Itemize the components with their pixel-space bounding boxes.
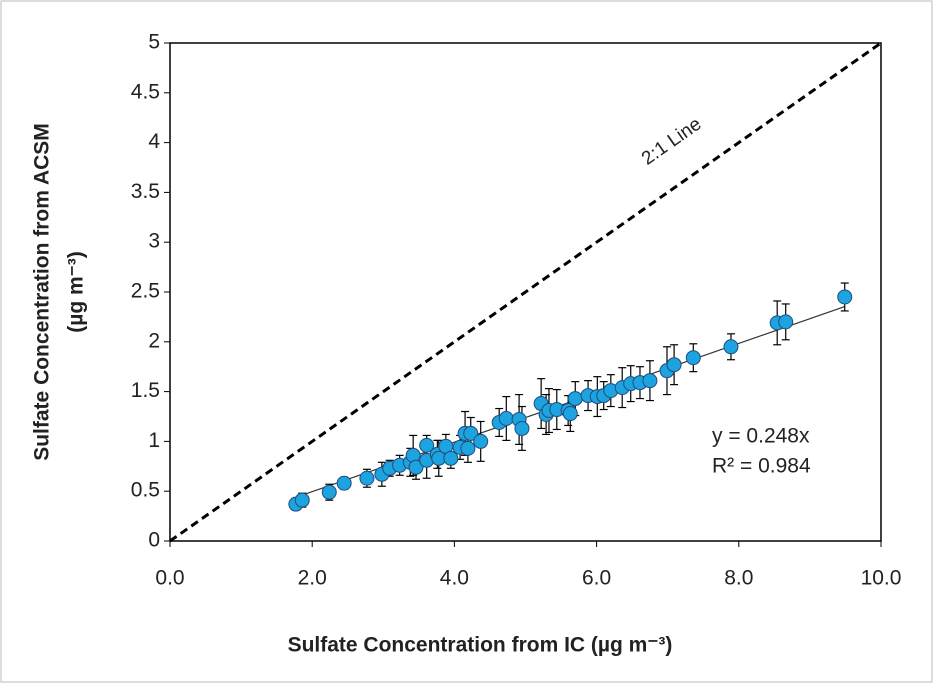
x-axis-title: Sulfate Concentration from IC (µg m⁻³) [288,634,673,657]
y-tick-label: 4 [148,130,160,153]
point [778,314,794,330]
x-tick-label: 4.0 [440,567,469,590]
reference-line [169,41,882,543]
point [567,391,583,407]
point [837,289,853,305]
x-tick-label: 0.0 [155,567,184,590]
y-tick-label: 2 [148,329,160,352]
y-tick-label: 1 [148,429,160,452]
point [514,420,530,436]
point [460,440,476,456]
point [408,459,424,475]
y-tick-label: 0.5 [131,479,160,502]
point [666,357,682,373]
point [642,373,658,389]
y-tick-label: 1.5 [131,379,160,402]
point [473,433,489,449]
point [359,470,375,486]
y-tick-label: 3 [148,230,160,253]
y-tick-label: 5 [148,31,160,54]
trendline-label: y = 0.248x [712,425,810,448]
x-tick-label: 8.0 [724,567,753,590]
y-tick-label: 2.5 [131,280,160,303]
x-tick-label: 6.0 [582,567,611,590]
x-tick-label: 2.0 [298,567,327,590]
y-tick-label: 4.5 [131,80,160,103]
point [443,450,459,466]
point [498,410,514,426]
point [321,484,337,500]
point [294,492,310,508]
x-tick-label: 10.0 [861,567,902,590]
point [562,406,578,422]
y-tick-label: 3.5 [131,180,160,203]
point [685,350,701,366]
point [463,425,479,441]
y-axis-title: Sulfate Concentration from ACSM [31,123,54,461]
y-tick-label: 0 [148,529,160,552]
y-axis-title: (µg m⁻³) [65,251,88,333]
annotation: R² = 0.984 [712,455,811,478]
point [723,339,739,355]
point [336,475,352,491]
point [419,437,435,453]
